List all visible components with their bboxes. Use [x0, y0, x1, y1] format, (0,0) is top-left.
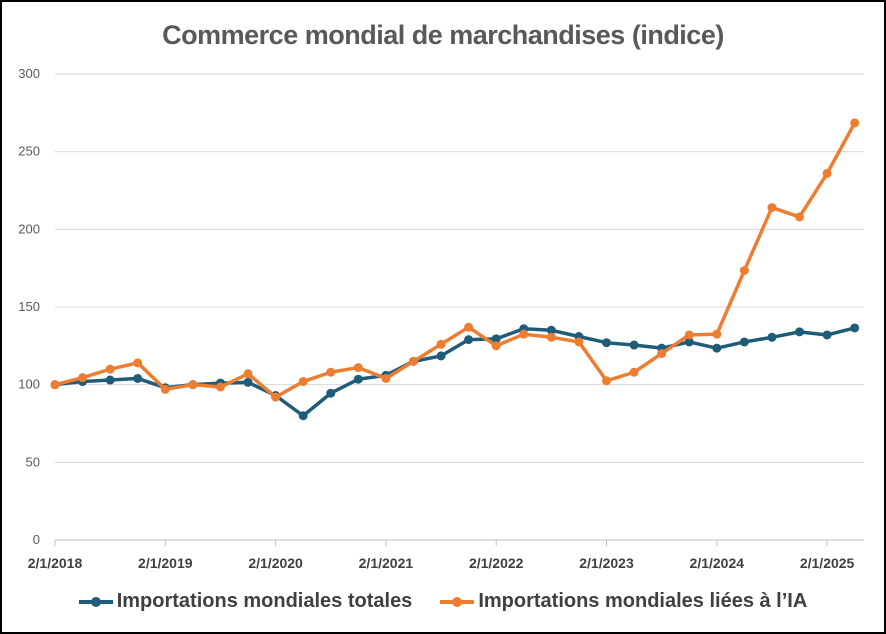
- x-tick-label: 2/1/2023: [579, 555, 634, 571]
- y-tick-label: 200: [18, 221, 40, 236]
- data-point: [574, 337, 584, 347]
- legend-swatch-total: [78, 596, 113, 607]
- data-point: [712, 343, 722, 353]
- data-point: [850, 118, 860, 128]
- data-point: [353, 374, 363, 384]
- y-tick-label: 150: [18, 299, 40, 314]
- x-tick-label: 2/1/2021: [359, 555, 414, 571]
- legend-label-total: Importations mondiales totales: [116, 590, 413, 612]
- data-point: [243, 377, 253, 387]
- data-point: [215, 382, 225, 392]
- y-tick-label: 0: [33, 532, 40, 547]
- y-tick-label: 100: [18, 377, 40, 392]
- data-point: [133, 358, 143, 368]
- data-point: [546, 325, 556, 335]
- data-point: [464, 322, 474, 332]
- x-tick-label: 2/1/2024: [690, 555, 745, 571]
- data-point: [602, 338, 611, 348]
- data-point: [739, 265, 749, 275]
- data-point: [519, 329, 529, 339]
- data-point: [160, 384, 170, 394]
- data-point: [546, 332, 556, 342]
- data-point: [491, 334, 501, 344]
- data-point: [78, 373, 88, 383]
- data-point: [50, 380, 60, 390]
- data-point: [602, 376, 611, 386]
- data-point: [657, 349, 667, 359]
- data-point: [822, 168, 832, 178]
- data-point: [243, 369, 253, 379]
- x-tick-label: 2/1/2018: [28, 555, 83, 571]
- data-point: [326, 388, 336, 398]
- data-point: [105, 375, 115, 385]
- data-point: [105, 364, 115, 374]
- data-point: [298, 411, 308, 421]
- data-point: [381, 373, 391, 383]
- legend-swatch-ai: [440, 596, 475, 607]
- data-point: [795, 212, 805, 222]
- legend-item-total: Importations mondiales totales: [78, 590, 413, 613]
- legend-label-ai: Importations mondiales liées à l’IA: [478, 590, 808, 612]
- data-point: [822, 330, 832, 340]
- chart-title: Commerce mondial de marchandises (indice…: [162, 20, 724, 50]
- data-point: [767, 332, 777, 342]
- data-point: [684, 337, 694, 347]
- data-point: [436, 351, 446, 361]
- data-point: [739, 337, 749, 347]
- data-point: [684, 330, 694, 340]
- x-tick-label: 2/1/2020: [248, 555, 303, 571]
- legend: Importations mondiales totales Importati…: [2, 590, 884, 613]
- data-point: [298, 377, 308, 387]
- legend-item-ai: Importations mondiales liées à l’IA: [440, 590, 807, 613]
- data-point: [491, 341, 501, 351]
- data-point: [712, 329, 722, 339]
- data-point: [133, 373, 143, 383]
- data-point: [767, 203, 777, 213]
- data-point: [408, 356, 418, 366]
- series-line-0: [54, 326, 856, 418]
- data-point: [464, 335, 474, 345]
- x-tick-label: 2/1/2025: [800, 555, 855, 571]
- x-tick-label: 2/1/2022: [469, 555, 524, 571]
- data-point: [629, 340, 639, 350]
- series-line-1: [54, 122, 857, 399]
- y-tick-label: 250: [18, 144, 40, 159]
- y-tick-label: 50: [26, 454, 40, 469]
- data-point: [353, 363, 363, 373]
- data-point: [271, 392, 281, 402]
- data-point: [795, 327, 805, 337]
- data-point: [629, 367, 639, 377]
- data-point: [850, 323, 860, 333]
- data-point: [188, 380, 198, 390]
- x-tick-label: 2/1/2019: [138, 555, 193, 571]
- data-point: [326, 367, 336, 377]
- y-tick-label: 300: [18, 66, 40, 81]
- data-point: [436, 339, 446, 349]
